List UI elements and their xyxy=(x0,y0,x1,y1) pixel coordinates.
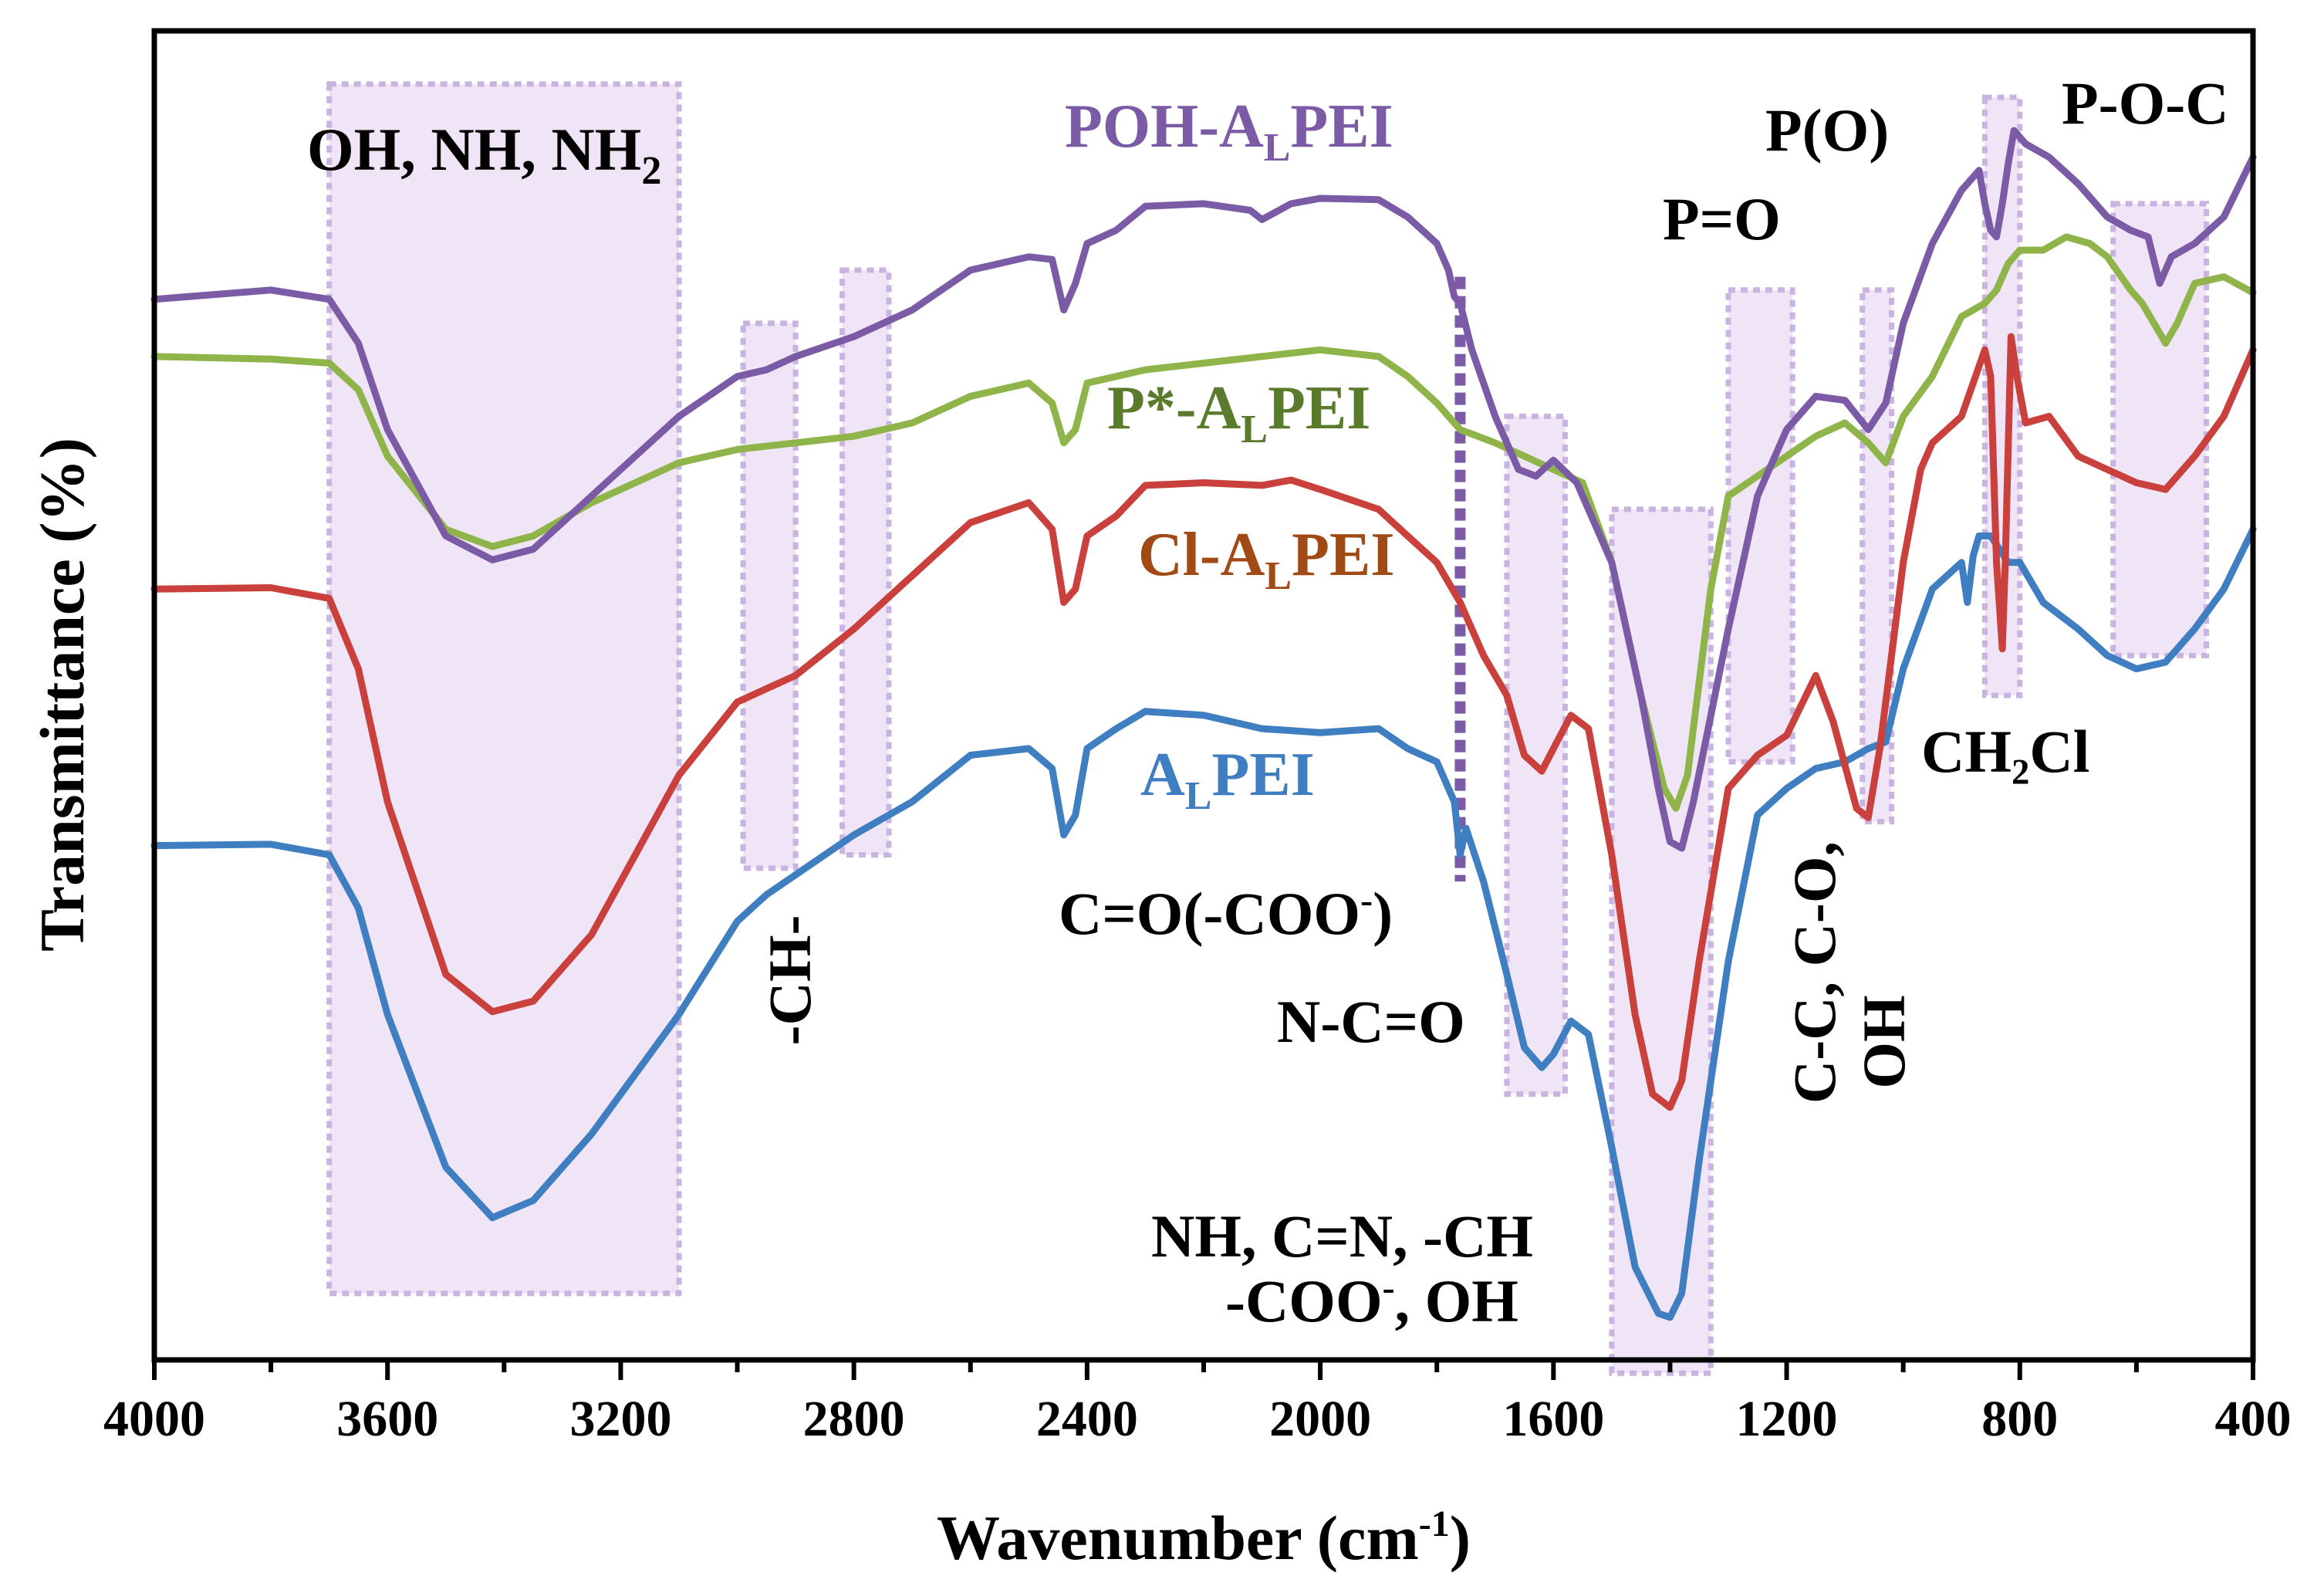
series-label-pstar: P*-ALPEI xyxy=(1107,374,1370,452)
x-tick-label: 1200 xyxy=(1736,1391,1838,1447)
x-tick-label: 1600 xyxy=(1502,1391,1604,1447)
annotation-ch: -CH- xyxy=(756,915,823,1046)
annotation-coo-oh: -COO-, OH xyxy=(1225,1267,1518,1334)
series-label-alpei: ALPEI xyxy=(1140,741,1315,818)
annotation-cc-co-line2: OH xyxy=(1850,995,1917,1088)
annotation-n-c-o: N-C=O xyxy=(1277,988,1465,1055)
series-line-poh-alpei xyxy=(150,127,2257,852)
x-tick-label: 2400 xyxy=(1036,1391,1138,1447)
x-tick-label: 2000 xyxy=(1269,1391,1371,1447)
band-po-1 xyxy=(1725,287,1795,765)
highlight-bands xyxy=(326,81,2210,1376)
band-oh-nh xyxy=(326,81,682,1297)
x-axis-title: Wavenumber (cm-1) xyxy=(937,1503,1471,1573)
x-tick-label: 800 xyxy=(1981,1391,2058,1447)
annotation-oh-nh-nh2: OH, NH, NH2 xyxy=(307,116,661,193)
x-tick-label: 400 xyxy=(2215,1391,2292,1447)
x-tick-label: 4000 xyxy=(103,1391,205,1447)
band-ch-2 xyxy=(839,267,892,858)
annotation-p-o-paren: P(O) xyxy=(1765,96,1889,164)
annotation-co-coo: C=O(-COO-) xyxy=(1059,880,1393,947)
series-label-cl: Cl-ALPEI xyxy=(1138,521,1394,598)
annotation-nh-cn-ch: NH, C=N, -CH xyxy=(1151,1202,1533,1270)
x-tick-label: 3600 xyxy=(336,1391,438,1447)
x-tick-label: 2800 xyxy=(803,1391,905,1447)
annotation-p-o-c: P-O-C xyxy=(2062,69,2229,137)
y-axis-title: Transmittance (%) xyxy=(27,438,97,952)
annotation-p-o-double: P=O xyxy=(1663,185,1781,252)
band-amide xyxy=(1504,413,1568,1098)
series-line-cl-alpei xyxy=(150,333,2257,1111)
x-ticks: 4000 3600 3200 2800 2400 2000 1600 1200 800 400 xyxy=(103,1360,2292,1447)
annotation-cc-co-line1: C-C, C-O, xyxy=(1781,841,1848,1104)
band-ch-1 xyxy=(740,320,799,871)
annotation-ch2cl: CH₂Cl xyxy=(1921,718,2089,785)
x-tick-label: 3200 xyxy=(569,1391,671,1447)
series-line-alpei xyxy=(150,526,2257,1321)
series-label-poh: POH-ALPEI xyxy=(1065,93,1393,170)
series-lines xyxy=(150,127,2257,1321)
